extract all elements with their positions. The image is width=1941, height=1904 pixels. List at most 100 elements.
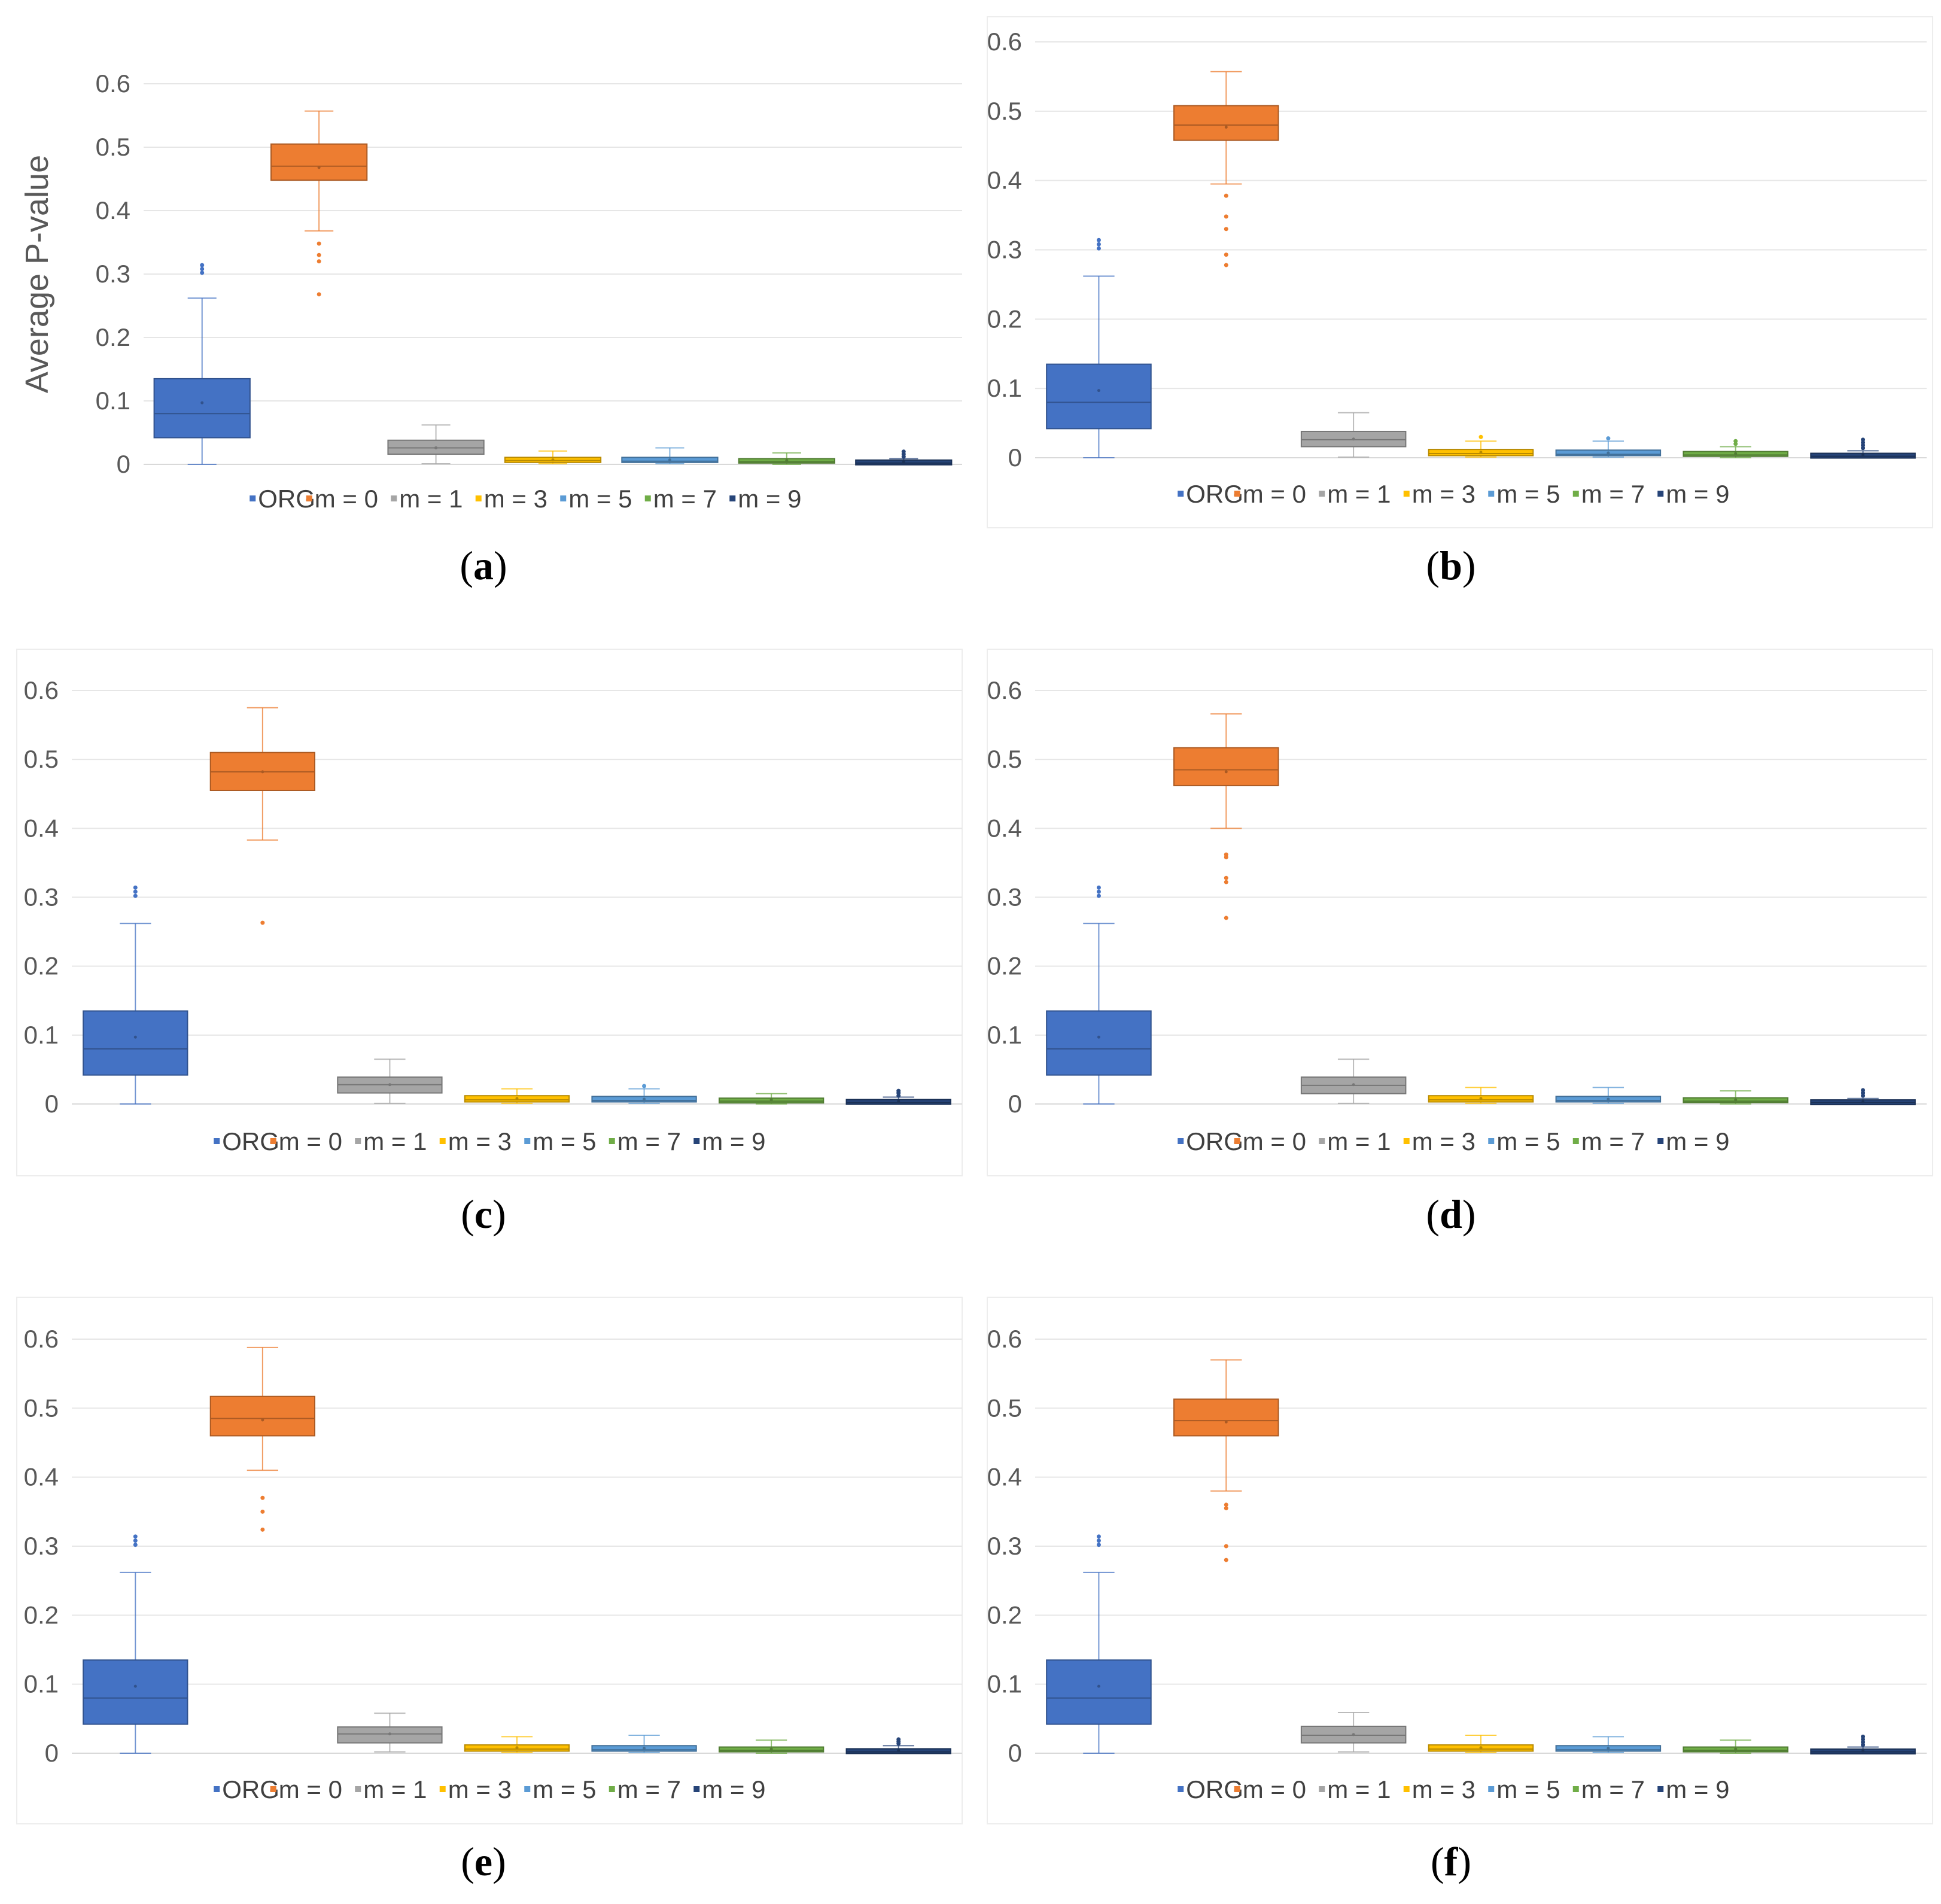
y-tick-label: 0.2 bbox=[987, 952, 1022, 980]
y-axis-title: Average P-value bbox=[19, 155, 55, 393]
legend-label: m = 3 bbox=[448, 1127, 512, 1155]
legend-label: m = 0 bbox=[279, 1127, 342, 1155]
legend-swatch bbox=[1403, 1138, 1410, 1144]
caption-paren-close: ) bbox=[1462, 1191, 1476, 1237]
outlier-point bbox=[1861, 1088, 1866, 1093]
box-m-3 bbox=[464, 1736, 570, 1753]
outlier-point bbox=[1096, 246, 1101, 251]
legend-item: m = 1 bbox=[355, 1127, 427, 1155]
outlier-point bbox=[1224, 915, 1228, 920]
legend-item: m = 5 bbox=[1488, 480, 1560, 508]
legend-label: ORG bbox=[222, 1775, 279, 1803]
box-org bbox=[83, 885, 188, 1105]
box-m-1 bbox=[387, 424, 485, 464]
legend-label: m = 9 bbox=[702, 1127, 765, 1155]
y-tick-label: 0.6 bbox=[987, 1325, 1022, 1353]
mean-marker bbox=[769, 1098, 773, 1102]
legend-swatch bbox=[1572, 1786, 1579, 1792]
y-tick-label: 0.2 bbox=[24, 1601, 59, 1629]
outlier-point bbox=[1478, 434, 1483, 439]
outlier-point bbox=[133, 889, 138, 894]
outlier-point bbox=[200, 263, 205, 267]
panel-caption: (c) bbox=[461, 1191, 506, 1237]
outlier-point bbox=[1861, 1734, 1866, 1739]
y-tick-label: 0 bbox=[1008, 1739, 1022, 1767]
mean-marker bbox=[1734, 1747, 1738, 1751]
legend-item: m = 7 bbox=[1572, 1127, 1645, 1155]
legend-item: ORG bbox=[214, 1127, 279, 1155]
legend-swatch bbox=[1403, 1786, 1410, 1792]
box-org bbox=[153, 263, 251, 465]
mean-marker bbox=[1224, 125, 1228, 129]
legend-item: m = 1 bbox=[1319, 480, 1391, 508]
mean-marker bbox=[1479, 451, 1483, 454]
legend-item: m = 9 bbox=[693, 1775, 765, 1803]
outlier-point bbox=[1096, 238, 1101, 242]
caption-paren-close: ) bbox=[492, 1191, 506, 1237]
mean-marker bbox=[1607, 451, 1610, 455]
mean-marker bbox=[200, 401, 204, 404]
y-tick-label: 0 bbox=[45, 1739, 59, 1767]
legend-swatch bbox=[609, 1786, 615, 1792]
caption-paren-open: ( bbox=[1426, 1191, 1440, 1237]
box-iqr bbox=[1173, 747, 1279, 786]
box-m-3 bbox=[504, 450, 602, 464]
legend-item: ORG bbox=[1178, 1127, 1243, 1155]
caption-paren-close: ) bbox=[494, 543, 507, 588]
outlier-point bbox=[133, 893, 138, 898]
mean-marker bbox=[1224, 770, 1228, 774]
mean-marker bbox=[1097, 389, 1100, 393]
legend-swatch bbox=[1403, 491, 1410, 497]
box-iqr bbox=[1173, 105, 1279, 141]
legend-label: m = 0 bbox=[1243, 1775, 1306, 1803]
legend-item: m = 0 bbox=[1234, 1775, 1306, 1803]
legend-label: ORG bbox=[1186, 1127, 1243, 1155]
legend-item: m = 9 bbox=[693, 1127, 765, 1155]
outlier-point bbox=[133, 885, 138, 890]
legend-item: m = 0 bbox=[1234, 480, 1306, 508]
box-org bbox=[1046, 885, 1152, 1105]
y-tick-label: 0.2 bbox=[24, 952, 59, 980]
legend-item: m = 3 bbox=[439, 1775, 512, 1803]
legend-swatch bbox=[1319, 1138, 1325, 1144]
mean-marker bbox=[668, 458, 671, 462]
legend-swatch bbox=[475, 495, 482, 501]
mean-marker bbox=[785, 459, 789, 463]
legend-item: m = 9 bbox=[729, 485, 801, 513]
box-m-3 bbox=[1428, 434, 1534, 458]
legend-item: m = 3 bbox=[475, 485, 547, 513]
box-m-7 bbox=[718, 1739, 825, 1754]
legend-item: m = 7 bbox=[1572, 1775, 1645, 1803]
legend-label: m = 9 bbox=[738, 485, 801, 513]
outlier-point bbox=[1224, 1506, 1228, 1511]
box-iqr bbox=[83, 1010, 188, 1076]
legend-swatch bbox=[1319, 491, 1325, 497]
y-tick-label: 0 bbox=[117, 450, 130, 478]
legend-item: m = 3 bbox=[439, 1127, 512, 1155]
y-tick-label: 0.4 bbox=[96, 196, 130, 224]
outlier-point bbox=[317, 241, 321, 246]
chart-frame bbox=[987, 1297, 1933, 1824]
legend-swatch bbox=[439, 1786, 446, 1792]
outlier-point bbox=[317, 259, 321, 264]
outlier-point bbox=[1224, 253, 1228, 257]
legend-label: m = 9 bbox=[1666, 1775, 1729, 1803]
mean-marker bbox=[133, 1684, 137, 1688]
legend-item: m = 7 bbox=[1572, 480, 1645, 508]
outlier-point bbox=[1224, 1558, 1228, 1562]
outlier-point bbox=[317, 253, 321, 257]
y-tick-label: 0.3 bbox=[987, 883, 1022, 911]
y-tick-label: 0.2 bbox=[96, 323, 130, 351]
legend-label: m = 1 bbox=[1327, 1775, 1391, 1803]
legend-label: m = 1 bbox=[1327, 1127, 1391, 1155]
legend-item: ORG bbox=[1178, 480, 1243, 508]
legend-swatch bbox=[355, 1138, 361, 1144]
legend-swatch bbox=[1572, 1138, 1579, 1144]
outlier-point bbox=[1096, 1534, 1101, 1539]
mean-marker bbox=[317, 166, 321, 169]
y-tick-label: 0.4 bbox=[987, 814, 1022, 842]
legend-label: m = 7 bbox=[617, 1775, 681, 1803]
legend-swatch bbox=[1488, 1138, 1495, 1144]
